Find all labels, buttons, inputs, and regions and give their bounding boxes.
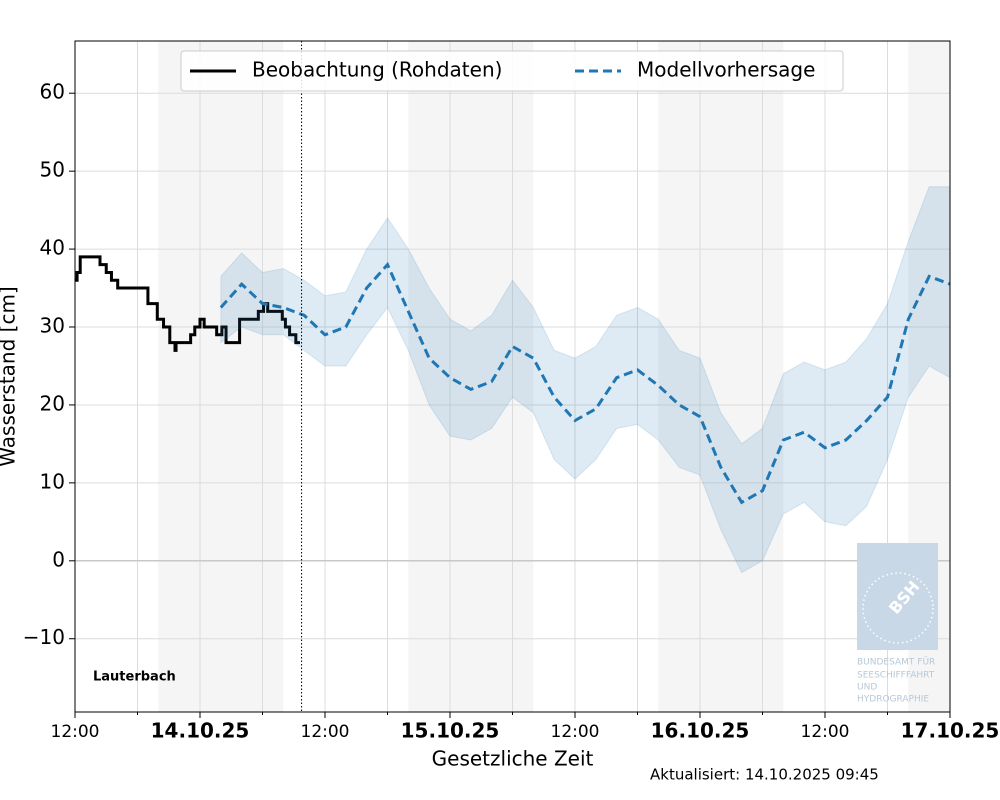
legend-label: Modellvorhersage <box>637 58 815 82</box>
x-tick-label: 15.10.25 <box>401 719 500 743</box>
logo-text: HYDROGRAPHIE <box>857 695 929 705</box>
y-tick-label: 20 <box>40 391 65 415</box>
x-tick-label: 12:00 <box>551 722 600 742</box>
y-tick-label: 30 <box>40 314 65 338</box>
x-tick-label: 16.10.25 <box>651 719 750 743</box>
x-tick-label: 12:00 <box>801 722 850 742</box>
legend-box <box>180 50 844 92</box>
y-tick-label: −10 <box>23 625 65 649</box>
forecast-band <box>220 186 951 574</box>
x-tick-label: 12:00 <box>51 722 100 742</box>
y-tick-label: 10 <box>40 469 65 493</box>
legend: Beobachtung (Rohdaten) Modellvorhersage <box>180 50 844 92</box>
x-tick-label: 14.10.25 <box>151 719 250 743</box>
x-axis-label: Gesetzliche Zeit <box>432 747 594 771</box>
y-tick-label: 50 <box>40 158 65 182</box>
logo-text: SEESCHIFFFAHRT <box>857 671 935 681</box>
logo-text: UND <box>857 683 877 693</box>
night-band <box>158 41 284 712</box>
station-label: Lauterbach <box>93 670 176 685</box>
logo-text: BUNDESAMT FÜR <box>857 657 935 668</box>
y-tick-label: 60 <box>40 80 65 104</box>
legend-label: Beobachtung (Rohdaten) <box>252 58 502 82</box>
x-tick-label: 17.10.25 <box>901 719 1000 743</box>
y-axis-label: Wasserstand [cm] <box>0 286 20 466</box>
y-tick-label: 0 <box>52 547 65 571</box>
y-tick-label: 40 <box>40 236 65 260</box>
x-tick-label: 12:00 <box>301 722 350 742</box>
plot-frame <box>74 40 951 713</box>
logo-box <box>857 543 938 650</box>
logo-ring <box>862 572 934 644</box>
updated-note: Aktualisiert: 14.10.2025 09:45 <box>650 766 879 784</box>
series-line <box>75 255 300 352</box>
